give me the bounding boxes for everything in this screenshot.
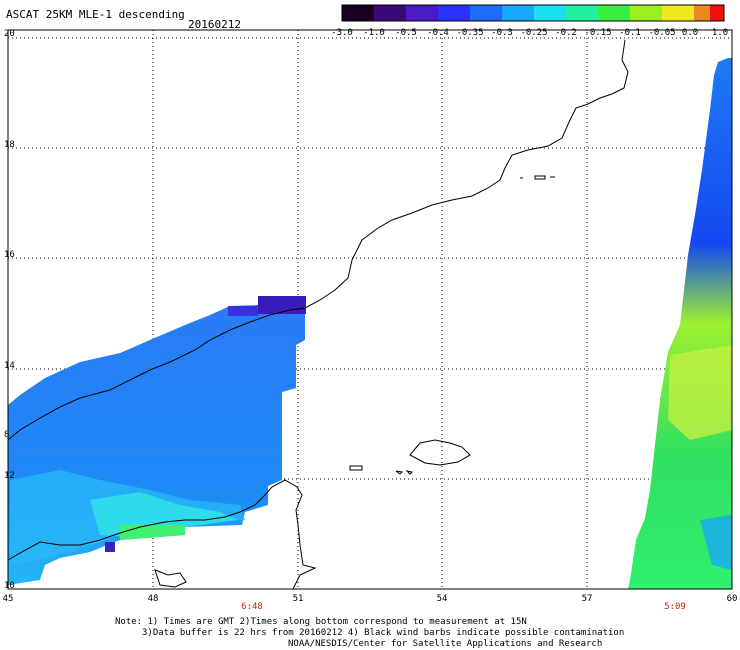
pass-time-left: 6:48 [241,602,263,612]
coastline-island-west [349,465,363,471]
colorbar-swatch [534,5,566,21]
colorbar-label: -1.0 [363,28,385,38]
left-swath-dark-cell [105,542,115,552]
map-title: ASCAT 25KM MLE-1 descending [6,8,185,21]
colorbar-swatch [502,5,534,21]
coastline-africa [7,479,317,590]
colorbar-swatch [438,5,470,21]
coastline-islet-1 [395,470,404,475]
coastline-arabia [7,39,629,441]
colorbar-label: -0.25 [520,28,548,38]
lat-label: 16 [4,250,15,260]
lon-label: 45 [2,594,14,604]
right-swath-yellow [668,345,732,440]
colorbar-swatch [470,5,502,21]
colorbar-label: -0.2 [555,28,577,38]
colorbar-label: -0.1 [619,28,641,38]
footer-credit: NOAA/NESDIS/Center for Satellite Applica… [288,639,603,649]
right-swath-fill [628,58,732,589]
colorbar-frame [341,4,725,22]
right-swath [628,58,732,589]
lat-label: 14 [4,361,15,371]
colorbar-swatch [406,5,438,21]
colorbar-swatch [598,5,630,21]
colorbar-swatch [694,5,710,21]
right-swath-blue-patch [700,515,732,570]
colorbar-swatch [662,5,694,21]
colorbar-label: -0.05 [648,28,676,38]
colorbar-label: 1.0 [711,28,729,38]
lat-label: 20 [4,29,15,39]
lat-label: 12 [4,471,15,481]
coastline-barbs [154,569,187,588]
colorbar-label: 0.0 [681,28,699,38]
colorbar-swatch [630,5,662,21]
footer-note-line2: 3)Data buffer is 22 hrs from 20160212 4)… [142,628,625,638]
colorbar-label: -0.3 [491,28,513,38]
coastline-socotra [409,439,471,466]
colorbar-label: -0.35 [456,28,484,38]
colorbar-label: -0.5 [395,28,417,38]
colorbar-swatch [374,5,406,21]
left-swath [8,296,306,585]
lon-label: 51 [292,594,304,604]
pass-time-right: 5:09 [664,602,686,612]
lat-label: 10 [4,581,15,591]
colorbar-swatch [342,5,374,21]
lat-label: 18 [4,140,15,150]
footer-note-line1: Note: 1) Times are GMT 2)Times along bot… [115,617,527,627]
left-swath-violet [228,306,258,316]
colorbar-swatch [566,5,598,21]
colorbar-swatch [710,5,724,21]
colorbar-label: -0.4 [427,28,449,38]
lon-label: 48 [147,594,159,604]
lon-label: 60 [726,594,738,604]
map-frame [7,29,733,590]
map-date: 20160212 [188,18,241,31]
lon-label: 57 [581,594,593,604]
left-swath-purple [258,296,306,314]
coastlines [7,39,629,590]
coastline-islet-2 [405,470,414,475]
colorbar [341,4,725,22]
lat-label-extra: 8 [4,430,10,440]
left-swath-green [120,525,185,540]
colorbar-label: -0.15 [584,28,612,38]
colorbar-label: -3.0 [331,28,353,38]
coastline-kuria-muria [520,175,555,180]
lon-label: 54 [436,594,448,604]
